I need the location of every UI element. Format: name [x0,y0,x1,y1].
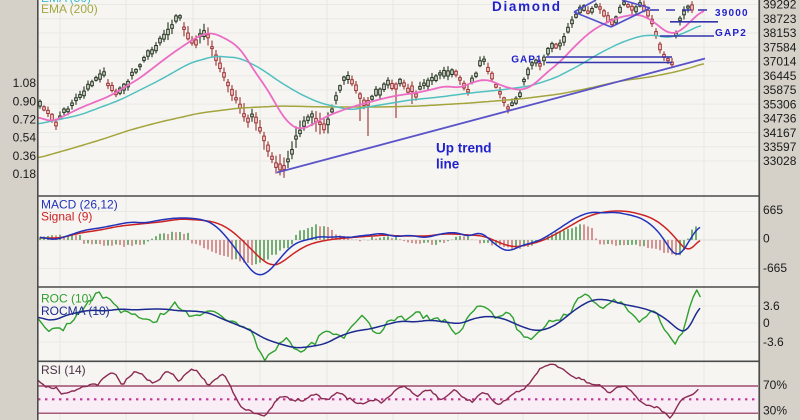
svg-text:38153: 38153 [763,26,797,40]
svg-text:RSI (14): RSI (14) [41,363,86,377]
svg-text:Diamond: Diamond [492,0,562,14]
svg-text:-665: -665 [763,261,787,275]
svg-text:0.90: 0.90 [13,94,37,108]
svg-text:0.54: 0.54 [13,131,37,145]
svg-text:line: line [436,156,460,171]
svg-text:GAP2: GAP2 [715,28,747,39]
svg-text:39000: 39000 [715,8,749,19]
svg-text:EMA (200): EMA (200) [41,2,98,16]
svg-text:37584: 37584 [763,40,797,54]
svg-text:37014: 37014 [763,55,797,69]
svg-text:3.6: 3.6 [763,299,780,313]
svg-text:0.36: 0.36 [13,149,37,163]
svg-text:665: 665 [763,203,783,217]
svg-text:0.18: 0.18 [13,167,37,181]
svg-text:EMA (50): EMA (50) [41,0,91,5]
svg-text:0.72: 0.72 [13,113,37,127]
svg-text:34167: 34167 [763,126,797,140]
svg-text:GAP1: GAP1 [511,54,542,65]
svg-text:MACD (26,12): MACD (26,12) [41,198,118,212]
svg-text:39292: 39292 [763,0,797,12]
svg-text:34736: 34736 [763,112,797,126]
svg-text:36445: 36445 [763,69,797,83]
svg-text:35306: 35306 [763,97,797,111]
svg-text:70%: 70% [763,378,787,392]
svg-text:ROCMA (10): ROCMA (10) [41,304,110,318]
svg-text:0: 0 [763,232,770,246]
svg-text:0: 0 [763,316,770,330]
svg-text:Up trend: Up trend [436,141,492,156]
svg-text:1.08: 1.08 [13,76,37,90]
svg-text:38723: 38723 [763,12,797,26]
svg-text:33597: 33597 [763,140,797,154]
svg-text:Signal (9): Signal (9) [41,210,92,224]
svg-text:ROC (10): ROC (10) [41,292,92,306]
svg-text:35875: 35875 [763,83,797,97]
svg-text:30%: 30% [763,404,787,418]
svg-text:33028: 33028 [763,154,797,168]
svg-text:-3.6: -3.6 [763,335,784,349]
